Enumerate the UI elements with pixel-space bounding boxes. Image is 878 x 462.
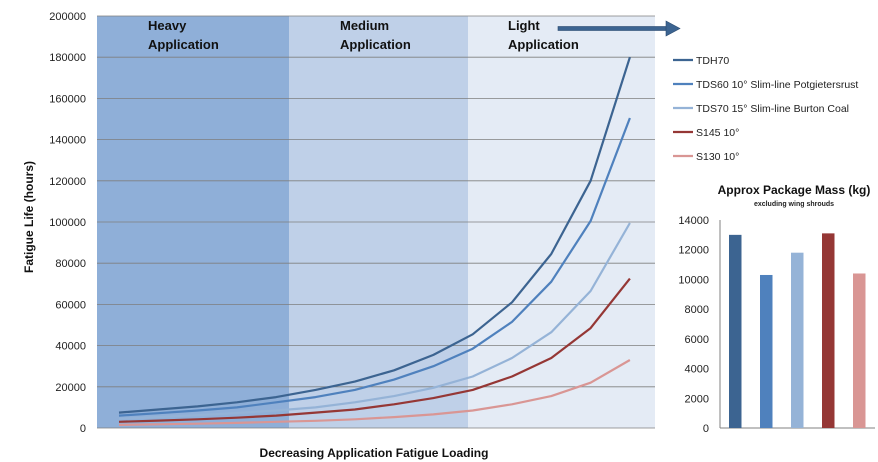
bar-y-tick-label: 4000 (685, 364, 709, 376)
bar-y-tick-label: 12000 (678, 245, 709, 257)
series-line-1 (118, 117, 631, 417)
legend-label: S145 10° (696, 127, 739, 139)
series-line-0 (118, 56, 631, 414)
bar-y-tick-label: 0 (703, 423, 709, 435)
legend-entry: S130 10° (673, 151, 739, 163)
y-tick-label: 20000 (55, 382, 86, 394)
bar (729, 234, 742, 428)
legend-label: TDS60 10° Slim-line Potgietersrust (696, 79, 858, 91)
legend-label: TDS70 15° Slim-line Burton Coal (696, 103, 849, 115)
bar-chart-subtitle: excluding wing shrouds (754, 201, 834, 208)
bar (853, 273, 866, 428)
y-tick-label: 0 (80, 423, 86, 435)
y-tick-label: 140000 (49, 135, 86, 147)
bar (822, 233, 835, 428)
bar-y-tick-label: 14000 (678, 215, 709, 227)
legend-entry: TDS70 15° Slim-line Burton Coal (673, 103, 849, 115)
legend-label: S130 10° (696, 151, 739, 163)
series-line-4 (118, 359, 631, 426)
bar (791, 252, 804, 428)
region-label-line1: Light (508, 18, 540, 33)
y-tick-label: 60000 (55, 299, 86, 311)
legend-entry: TDS60 10° Slim-line Potgietersrust (673, 79, 858, 91)
bar-chart-title: Approx Package Mass (kg) (718, 183, 871, 197)
x-axis-label: Decreasing Application Fatigue Loading (260, 446, 489, 460)
y-tick-label: 160000 (49, 93, 86, 105)
bar (760, 274, 773, 428)
series-line-2 (118, 222, 631, 420)
y-tick-label: 200000 (49, 11, 86, 23)
region-label-line2: Application (340, 37, 411, 52)
package-mass-bar-chart: Approx Package Mass (kg) excluding wing s… (678, 183, 875, 435)
bar-y-tick-label: 8000 (685, 304, 709, 316)
right-arrow-icon (557, 20, 681, 37)
region-label-line1: Medium (340, 18, 389, 33)
legend-entry: TDH70 (673, 55, 729, 67)
y-tick-label: 180000 (49, 52, 86, 64)
region-label-line1: Heavy (148, 18, 187, 33)
y-tick-label: 120000 (49, 176, 86, 188)
y-axis-label: Fatigue Life (hours) (22, 161, 36, 273)
region-label-line2: Application (508, 37, 579, 52)
legend-entry: S145 10° (673, 127, 739, 139)
y-tick-label: 100000 (49, 217, 86, 229)
y-tick-label: 40000 (55, 341, 86, 353)
bar-y-tick-label: 2000 (685, 393, 709, 405)
bar-y-tick-label: 10000 (678, 274, 709, 286)
y-tick-label: 80000 (55, 258, 86, 270)
region-label-line2: Application (148, 37, 219, 52)
series-line-3 (118, 277, 631, 423)
legend-label: TDH70 (696, 55, 729, 67)
bar-y-tick-label: 6000 (685, 334, 709, 346)
